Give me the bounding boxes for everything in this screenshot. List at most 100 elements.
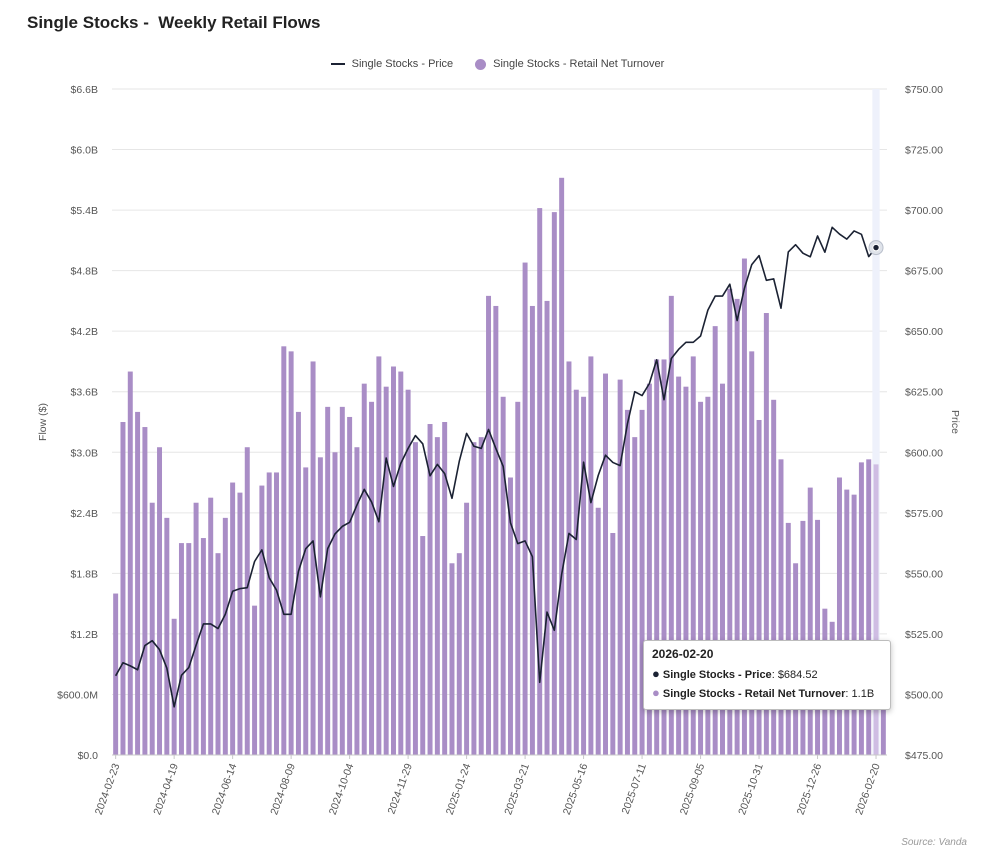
- flow-bar: [668, 295, 674, 755]
- y-tick-label: $600.0M: [57, 689, 98, 701]
- y-tick-label: $2.4B: [71, 508, 98, 520]
- flow-bar: [405, 389, 411, 755]
- tooltip-price-bullet-icon: ●: [652, 666, 660, 681]
- x-tick-label: 2026-02-20: [853, 762, 883, 817]
- flow-bar: [741, 258, 747, 755]
- tooltip-flow-label: Single Stocks - Retail Net Turnover: [662, 688, 846, 700]
- flow-bar: [339, 406, 345, 755]
- y-tick-label: $4.8B: [71, 266, 98, 278]
- flow-bar: [727, 288, 733, 755]
- tooltip-date: 2026-02-20: [652, 647, 714, 661]
- flow-bar: [412, 442, 418, 755]
- flow-bar: [178, 543, 184, 755]
- y-tick-label: $6.6B: [71, 84, 98, 96]
- y2-tick-label: $625.00: [905, 387, 943, 399]
- flow-bar: [237, 492, 243, 755]
- x-tick-label: 2025-10-31: [736, 762, 766, 817]
- y2-tick-label: $650.00: [905, 326, 943, 338]
- flow-bar: [646, 383, 652, 755]
- legend-line-icon: [330, 63, 345, 65]
- flow-bar: [442, 422, 448, 755]
- flow-bar: [376, 356, 382, 755]
- flow-bar: [858, 462, 864, 755]
- flow-bar: [325, 406, 331, 755]
- flow-bar: [295, 411, 301, 755]
- flow-bar: [617, 379, 623, 755]
- x-tick-label: 2024-10-04: [327, 762, 357, 817]
- x-tick-label: 2024-02-23: [93, 762, 123, 817]
- y2-tick-label: $600.00: [905, 447, 943, 459]
- flow-bar: [705, 396, 711, 755]
- flow-bar: [200, 538, 206, 755]
- flow-bar: [515, 401, 521, 755]
- flow-bar: [698, 401, 704, 755]
- y-tick-label: $1.8B: [71, 568, 98, 580]
- flow-bar: [785, 522, 791, 755]
- flow-bar: [281, 346, 287, 755]
- legend-dot-icon: [475, 58, 487, 70]
- y2-tick-label: $700.00: [905, 205, 943, 217]
- flow-bar: [486, 295, 492, 755]
- flow-bar: [317, 457, 323, 755]
- tooltip-price-value: $684.52: [777, 669, 818, 681]
- flow-bar: [800, 520, 806, 755]
- flow-bar: [690, 356, 696, 755]
- flow-bar: [274, 472, 279, 755]
- y2-tick-label: $750.00: [905, 84, 943, 96]
- flow-bar: [581, 396, 587, 755]
- flow-bar: [186, 543, 192, 755]
- flow-bar: [603, 373, 608, 755]
- y-tick-label: $1.2B: [71, 629, 98, 641]
- legend-item-flow[interactable]: Single Stocks - Retail Net Turnover: [475, 58, 664, 70]
- y-tick-label: $0.0: [78, 750, 99, 762]
- flow-bar: [303, 467, 309, 755]
- flow-bar: [778, 459, 784, 755]
- price-series: [114, 226, 884, 708]
- flow-bar: [471, 442, 477, 755]
- flow-bar: [149, 502, 155, 755]
- flow-bar: [230, 482, 236, 755]
- chart-title: Single Stocks - Weekly Retail Flows: [27, 13, 321, 32]
- tooltip-flow-value: 1.1B: [851, 688, 875, 700]
- flow-bar: [815, 519, 821, 755]
- y-tick-label: $6.0B: [71, 145, 98, 157]
- flow-bar: [208, 497, 214, 755]
- flow-bar: [559, 177, 565, 756]
- flow-bar: [573, 389, 579, 755]
- flow-bar: [391, 366, 396, 755]
- x-tick-label: 2025-03-21: [502, 762, 532, 817]
- flow-bar: [807, 487, 813, 755]
- chart-legend: Single Stocks - Price Single Stocks - Re…: [0, 58, 995, 70]
- flow-bar: [566, 361, 572, 755]
- flow-bar: [873, 464, 879, 755]
- flow-bar: [866, 459, 872, 755]
- y-tick-label: $4.2B: [71, 326, 98, 338]
- flow-bar: [222, 517, 228, 755]
- flow-bar: [763, 313, 769, 755]
- flow-bar: [683, 386, 689, 755]
- y-tick-label: $3.0B: [71, 447, 98, 459]
- source-note: Source: Vanda: [901, 837, 967, 848]
- x-tick-label: 2025-09-05: [678, 762, 708, 817]
- tooltip-price-label: Single Stocks - Price: [662, 669, 772, 681]
- flow-bar: [500, 396, 506, 755]
- flow-bar: [844, 489, 850, 755]
- legend-item-price[interactable]: Single Stocks - Price: [330, 58, 453, 70]
- flow-bar: [398, 371, 404, 755]
- flow-bar: [639, 409, 645, 755]
- y2-tick-label: $575.00: [905, 508, 943, 520]
- flow-bar: [164, 517, 170, 755]
- y-axis-title: Flow ($): [37, 403, 49, 441]
- flow-bar: [427, 424, 433, 755]
- flow-bar: [537, 208, 543, 755]
- y2-tick-label: $525.00: [905, 629, 943, 641]
- flow-bar: [193, 502, 199, 755]
- flow-bar: [493, 305, 499, 755]
- flow-bar: [836, 477, 842, 755]
- x-tick-label: 2025-05-16: [561, 762, 591, 817]
- flow-bar: [529, 305, 535, 755]
- x-tick-label: 2025-12-26: [795, 762, 825, 817]
- flow-bar: [756, 419, 762, 755]
- flow-bar: [676, 376, 682, 755]
